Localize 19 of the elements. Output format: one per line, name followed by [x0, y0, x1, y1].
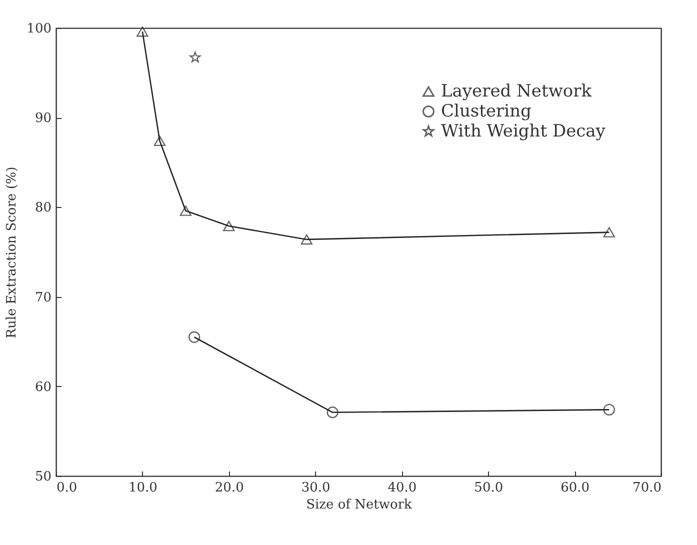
y-axis-title: Rule Extraction Score (%): [4, 166, 20, 338]
legend-label: Clustering: [441, 102, 532, 122]
x-axis-title: Size of Network: [306, 498, 412, 512]
legend-label: With Weight Decay: [441, 122, 606, 142]
x-tick-label: 10.0: [128, 480, 158, 496]
x-tick-label: 20.0: [214, 480, 244, 496]
x-tick-label: 70.0: [632, 480, 662, 496]
y-tick-label: 70: [34, 290, 52, 306]
x-tick-label: 50.0: [474, 480, 504, 496]
x-tick-label: 40.0: [388, 480, 417, 496]
y-tick-label: 90: [34, 111, 52, 126]
x-tick-label: 30.0: [301, 480, 330, 496]
y-tick-label: 80: [34, 200, 52, 216]
y-tick-label: 60: [34, 380, 52, 395]
legend-label: Layered Network: [441, 82, 592, 102]
x-tick-label: 0.0: [56, 480, 78, 496]
x-tick-label: 60.0: [560, 480, 590, 496]
y-tick-label: 100: [26, 22, 52, 36]
y-tick-label: 50: [34, 470, 52, 484]
